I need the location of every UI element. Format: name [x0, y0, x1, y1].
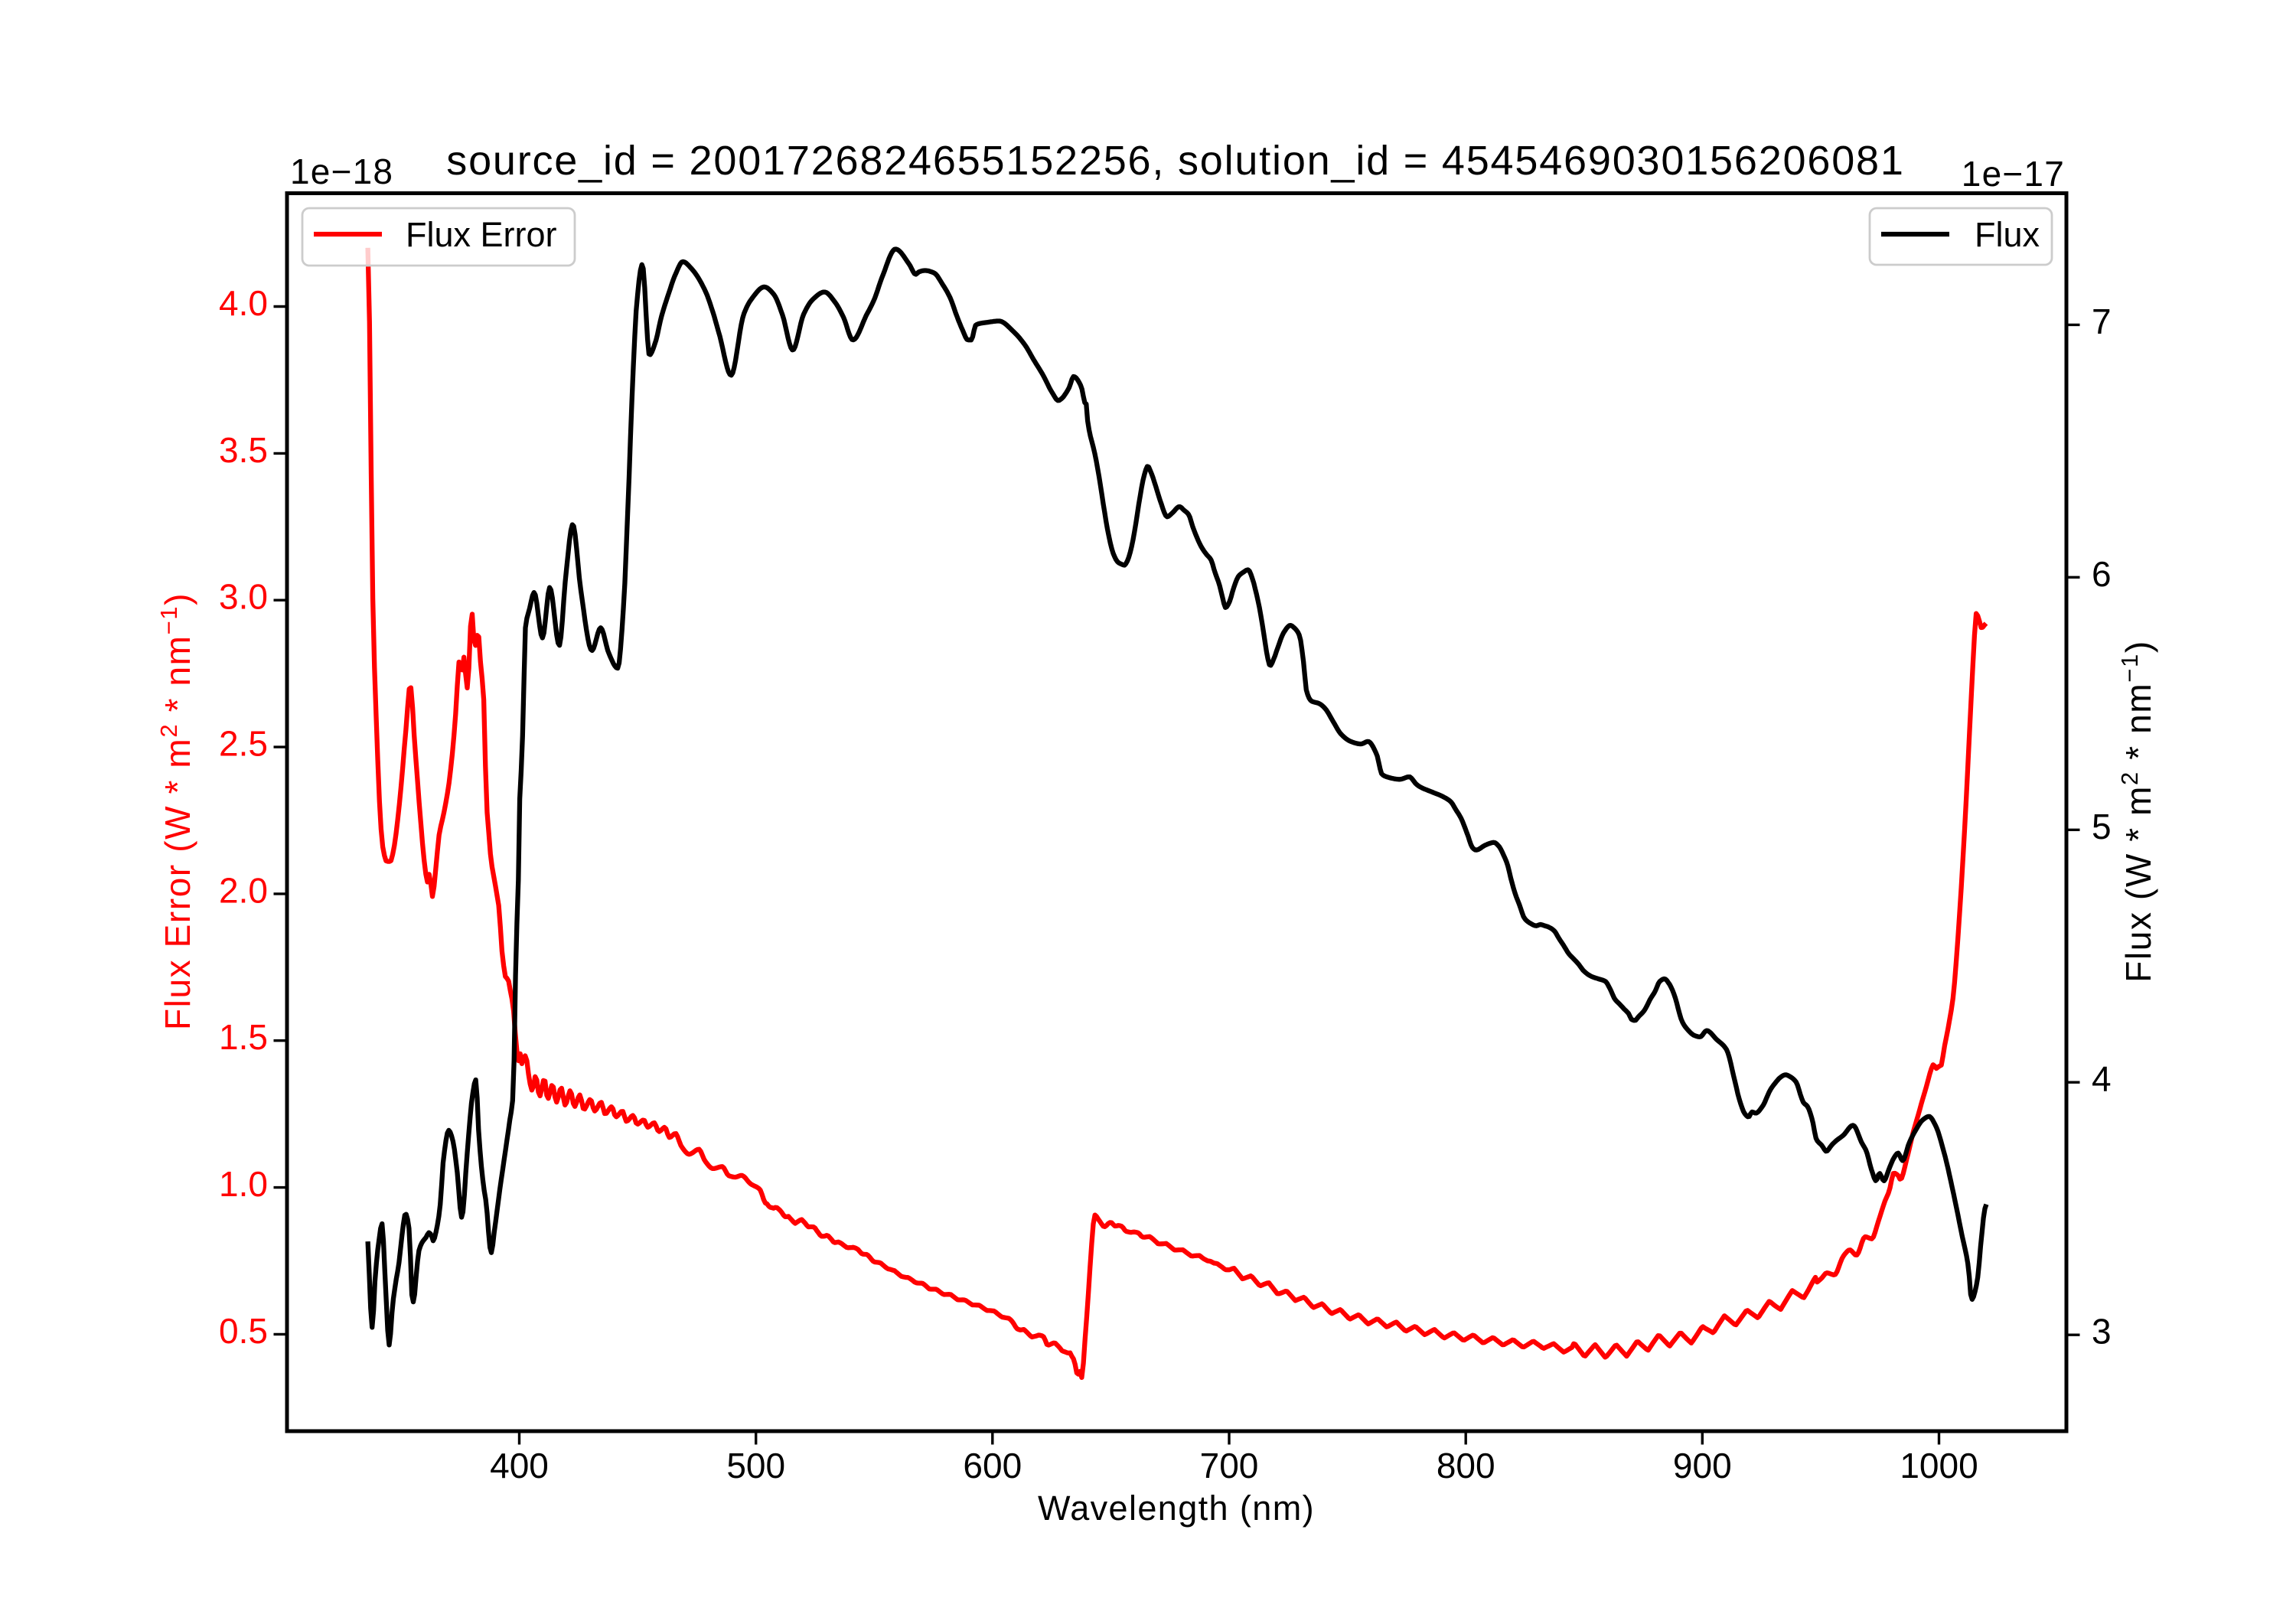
- svg-text:1.0: 1.0: [219, 1164, 268, 1204]
- svg-text:500: 500: [726, 1446, 785, 1485]
- svg-text:0.5: 0.5: [219, 1311, 268, 1351]
- svg-text:Flux (W * m2 * nm−1): Flux (W * m2 * nm−1): [2116, 640, 2158, 983]
- svg-text:1e−18: 1e−18: [290, 152, 393, 191]
- svg-text:400: 400: [490, 1446, 549, 1485]
- svg-text:700: 700: [1200, 1446, 1259, 1485]
- svg-text:2.0: 2.0: [219, 870, 268, 910]
- svg-text:source_id = 200172682465515225: source_id = 2001726824655152256, solutio…: [446, 138, 1904, 184]
- svg-text:3.5: 3.5: [219, 430, 268, 470]
- svg-text:5: 5: [2092, 807, 2112, 846]
- svg-text:1000: 1000: [1900, 1446, 1978, 1485]
- svg-text:1e−17: 1e−17: [1962, 154, 2065, 194]
- svg-text:4.0: 4.0: [219, 283, 268, 323]
- svg-text:2.5: 2.5: [219, 724, 268, 764]
- svg-text:Wavelength (nm): Wavelength (nm): [1038, 1489, 1315, 1528]
- svg-text:800: 800: [1437, 1446, 1495, 1485]
- svg-text:Flux Error (W * m2 * nm−1): Flux Error (W * m2 * nm−1): [155, 592, 197, 1030]
- svg-text:1.5: 1.5: [219, 1017, 268, 1057]
- svg-text:600: 600: [963, 1446, 1022, 1485]
- svg-text:3.0: 3.0: [219, 577, 268, 617]
- svg-text:6: 6: [2092, 554, 2112, 594]
- svg-text:3: 3: [2092, 1312, 2112, 1352]
- svg-text:Flux: Flux: [1975, 215, 2040, 254]
- svg-text:Flux Error: Flux Error: [406, 215, 557, 254]
- svg-text:900: 900: [1673, 1446, 1732, 1485]
- svg-text:7: 7: [2092, 302, 2112, 341]
- svg-text:4: 4: [2092, 1059, 2112, 1099]
